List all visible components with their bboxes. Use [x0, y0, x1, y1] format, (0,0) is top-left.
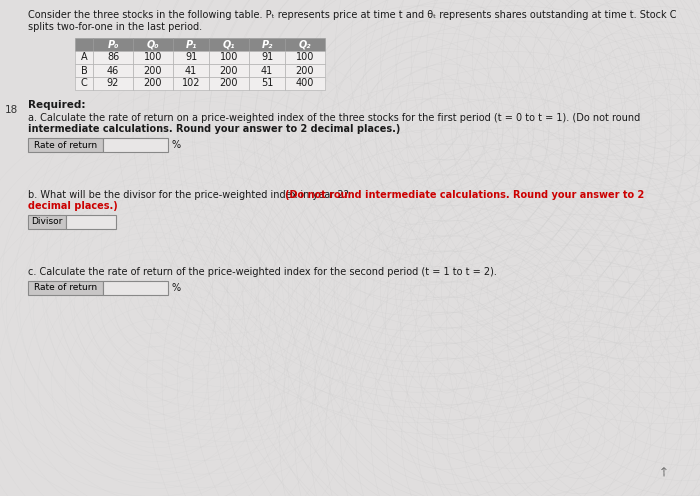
Text: P₀: P₀ — [107, 40, 119, 50]
Text: 200: 200 — [144, 78, 162, 88]
FancyBboxPatch shape — [75, 77, 93, 90]
Text: 41: 41 — [261, 65, 273, 75]
Text: a. Calculate the rate of return on a price-weighted index of the three stocks fo: a. Calculate the rate of return on a pri… — [28, 113, 640, 123]
FancyBboxPatch shape — [103, 281, 168, 295]
Text: 91: 91 — [261, 53, 273, 62]
Text: 200: 200 — [295, 65, 314, 75]
FancyBboxPatch shape — [28, 138, 103, 152]
Text: 18: 18 — [5, 105, 18, 115]
FancyBboxPatch shape — [209, 77, 249, 90]
Text: 200: 200 — [220, 78, 238, 88]
FancyBboxPatch shape — [28, 281, 103, 295]
Text: Q₀: Q₀ — [147, 40, 160, 50]
Text: c. Calculate the rate of return of the price-weighted index for the second perio: c. Calculate the rate of return of the p… — [28, 267, 497, 277]
Text: %: % — [171, 283, 180, 293]
Text: Q₂: Q₂ — [299, 40, 312, 50]
FancyBboxPatch shape — [173, 77, 209, 90]
FancyBboxPatch shape — [75, 51, 93, 64]
Text: b. What will be the divisor for the price-weighted index in year 2?: b. What will be the divisor for the pric… — [28, 190, 352, 200]
Text: B: B — [80, 65, 88, 75]
Text: (Do not round intermediate calculations. Round your answer to 2: (Do not round intermediate calculations.… — [285, 190, 644, 200]
FancyBboxPatch shape — [133, 51, 173, 64]
FancyBboxPatch shape — [103, 138, 168, 152]
Text: 102: 102 — [182, 78, 200, 88]
Text: P₂: P₂ — [261, 40, 273, 50]
Text: Rate of return: Rate of return — [34, 140, 97, 149]
FancyBboxPatch shape — [173, 38, 209, 51]
FancyBboxPatch shape — [249, 77, 285, 90]
FancyBboxPatch shape — [93, 38, 133, 51]
Text: Consider the three stocks in the following table. Pₜ represents price at time t : Consider the three stocks in the followi… — [28, 10, 676, 20]
Text: ↗: ↗ — [655, 463, 672, 480]
FancyBboxPatch shape — [66, 215, 116, 229]
FancyBboxPatch shape — [75, 64, 93, 77]
Text: Divisor: Divisor — [32, 218, 63, 227]
Text: Required:: Required: — [28, 100, 85, 110]
FancyBboxPatch shape — [28, 215, 66, 229]
Text: 46: 46 — [107, 65, 119, 75]
FancyBboxPatch shape — [249, 38, 285, 51]
Text: 100: 100 — [296, 53, 314, 62]
FancyBboxPatch shape — [285, 51, 325, 64]
FancyBboxPatch shape — [285, 77, 325, 90]
Text: 51: 51 — [261, 78, 273, 88]
Text: 41: 41 — [185, 65, 197, 75]
Text: P₁: P₁ — [186, 40, 197, 50]
Text: 400: 400 — [296, 78, 314, 88]
Text: intermediate calculations. Round your answer to 2 decimal places.): intermediate calculations. Round your an… — [28, 124, 400, 134]
Text: 200: 200 — [220, 65, 238, 75]
Text: decimal places.): decimal places.) — [28, 201, 118, 211]
FancyBboxPatch shape — [133, 64, 173, 77]
FancyBboxPatch shape — [173, 51, 209, 64]
FancyBboxPatch shape — [75, 38, 93, 51]
FancyBboxPatch shape — [249, 64, 285, 77]
FancyBboxPatch shape — [133, 38, 173, 51]
FancyBboxPatch shape — [133, 77, 173, 90]
FancyBboxPatch shape — [93, 77, 133, 90]
Text: 91: 91 — [185, 53, 197, 62]
FancyBboxPatch shape — [249, 51, 285, 64]
Text: splits two-for-one in the last period.: splits two-for-one in the last period. — [28, 22, 202, 32]
Text: 200: 200 — [144, 65, 162, 75]
Text: Rate of return: Rate of return — [34, 284, 97, 293]
Text: C: C — [80, 78, 88, 88]
FancyBboxPatch shape — [285, 64, 325, 77]
Text: A: A — [80, 53, 88, 62]
FancyBboxPatch shape — [173, 64, 209, 77]
FancyBboxPatch shape — [93, 51, 133, 64]
FancyBboxPatch shape — [93, 64, 133, 77]
Text: 92: 92 — [107, 78, 119, 88]
FancyBboxPatch shape — [209, 51, 249, 64]
Text: 86: 86 — [107, 53, 119, 62]
FancyBboxPatch shape — [285, 38, 325, 51]
FancyBboxPatch shape — [209, 64, 249, 77]
Text: Q₁: Q₁ — [223, 40, 235, 50]
Text: 100: 100 — [144, 53, 162, 62]
FancyBboxPatch shape — [209, 38, 249, 51]
Text: %: % — [171, 140, 180, 150]
Text: 100: 100 — [220, 53, 238, 62]
